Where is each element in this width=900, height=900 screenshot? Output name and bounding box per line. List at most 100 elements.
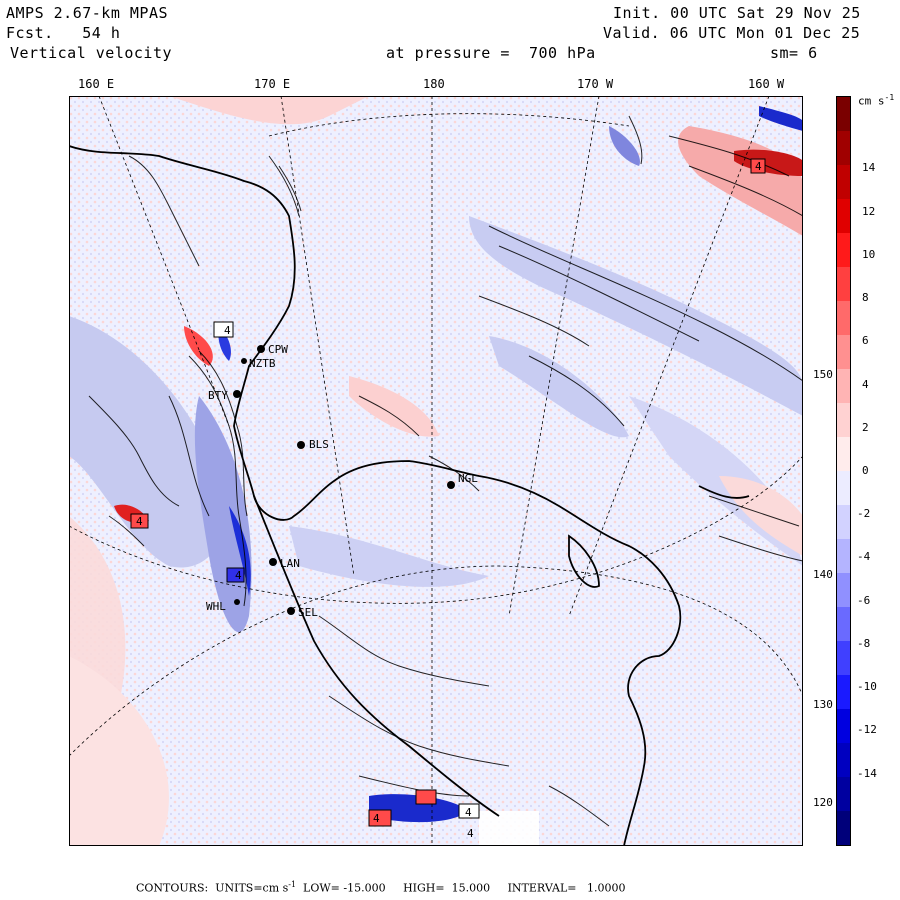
colorbar-tick-label: 0 — [862, 464, 869, 477]
station-cpw — [257, 345, 265, 353]
positive-region — [69, 656, 169, 846]
station-nztb — [241, 358, 247, 364]
extremum-label: 4 — [755, 160, 762, 173]
colorbar-tick-label: -14 — [857, 766, 877, 780]
station-lan — [269, 558, 277, 566]
extremum-label: 4 — [224, 324, 231, 337]
negative-region — [609, 126, 640, 166]
colorbar-swatch — [837, 369, 850, 403]
negative-region — [489, 336, 629, 438]
updraft-core — [734, 149, 803, 176]
colorbar-tick-label: -10 — [857, 680, 877, 694]
colorbar-swatch — [837, 437, 850, 471]
station-label-lan: LAN — [280, 557, 300, 570]
station-label-nztb: NZTB — [249, 357, 276, 370]
colorbar-tick-label: 2 — [862, 420, 869, 434]
extremum-label: 4 — [136, 515, 143, 528]
forecast-hour: Fcst. 54 h — [6, 24, 121, 42]
colorbar — [836, 96, 851, 846]
colorbar-swatch — [837, 607, 850, 641]
colorbar-swatch — [837, 403, 850, 437]
negative-region — [289, 526, 489, 587]
graticule — [69, 96, 803, 846]
colorbar-tick-label: 6 — [862, 334, 869, 348]
positive-region — [719, 476, 803, 556]
negative-region — [469, 216, 803, 416]
extremum-label: 4 — [465, 806, 472, 819]
init-time: Init. 00 UTC Sat 29 Nov 25 — [613, 4, 861, 22]
colorbar-swatch — [837, 505, 850, 539]
extrema-labels: 4 4 4 4 4 4 4 — [136, 160, 762, 840]
colorbar-tick-label: 4 — [862, 377, 869, 391]
valid-time: Valid. 06 UTC Mon 01 Dec 25 — [603, 24, 861, 42]
colorbar-swatch — [837, 97, 850, 131]
station-bty — [233, 390, 241, 398]
colorbar-tick-label: -8 — [857, 636, 871, 650]
station-whl — [234, 599, 240, 605]
positive-region — [169, 96, 369, 125]
colorbar-swatch — [837, 811, 850, 845]
extremum-label: 4 — [467, 827, 474, 840]
extremum-box — [750, 158, 766, 174]
colorbar-swatch — [837, 131, 850, 165]
smoothing: sm= 6 — [770, 44, 818, 62]
colorbar-swatch — [837, 233, 850, 267]
contour-lines — [88, 115, 803, 827]
negative-region — [69, 316, 226, 568]
extremum-box — [213, 321, 234, 338]
colorbar-tick-label: -4 — [857, 550, 871, 564]
colorbar-swatch — [837, 641, 850, 675]
colorbar-tick-label: -2 — [857, 507, 871, 521]
station-label-whl: WHL — [206, 600, 226, 613]
station-label-sel: SEL — [298, 606, 318, 619]
colorbar-swatch — [837, 573, 850, 607]
colorbar-swatch — [837, 471, 850, 505]
lon-label-180: 180 — [423, 77, 445, 91]
colorbar-swatch — [837, 539, 850, 573]
contour-info: CONTOURS: UNITS=cm s-1 LOW= -15.000 HIGH… — [136, 880, 626, 895]
extrema-boxes — [130, 158, 766, 827]
colorbar-swatch — [837, 335, 850, 369]
colorbar-tick-label: 12 — [862, 204, 876, 218]
extremum-box — [458, 803, 480, 819]
colorbar-swatch — [837, 199, 850, 233]
colorbar-tick-label: -12 — [857, 723, 877, 737]
colorbar-swatch — [837, 675, 850, 709]
lon-label-170e: 170 E — [254, 77, 291, 91]
model-title: AMPS 2.67-km MPAS — [6, 4, 169, 22]
extremum-box — [130, 513, 149, 529]
station-sel — [287, 607, 295, 615]
downdraft-core — [759, 106, 803, 131]
updraft-core — [184, 326, 213, 366]
colorbar-tick-label: 10 — [862, 247, 876, 261]
field-name: Vertical velocity — [10, 44, 173, 62]
downdraft-core — [229, 506, 251, 596]
colorbar-tick-label: 14 — [862, 161, 876, 175]
extremum-box — [415, 789, 437, 805]
extremum-box — [226, 567, 245, 583]
vertical-velocity-map: 4 4 4 4 4 4 4 — [69, 96, 803, 846]
colorbar-units: cm s-1 — [858, 93, 895, 108]
colorbar-tick-label: -6 — [857, 593, 871, 607]
pressure-level: at pressure = 700 hPa — [386, 44, 596, 62]
station-bls — [297, 441, 305, 449]
colorbar-tick-label: 8 — [862, 291, 869, 305]
lon-label-160w: 160 W — [748, 77, 785, 91]
station-label-cpw: CPW — [268, 343, 288, 356]
coastline — [69, 145, 750, 846]
colorbar-swatch — [837, 777, 850, 811]
colorbar-swatch — [837, 267, 850, 301]
station-ngl — [447, 481, 455, 489]
station-label-bty: BTY — [208, 389, 228, 402]
colorbar-swatch — [837, 709, 850, 743]
lon-label-160e: 160 E — [78, 77, 115, 91]
station-label-bls: BLS — [309, 438, 329, 451]
station-label-ngl: NGL — [458, 472, 478, 485]
positive-region — [349, 376, 439, 437]
extremum-label: 4 — [235, 569, 242, 582]
lon-label-170w: 170 W — [577, 77, 614, 91]
colorbar-swatch — [837, 743, 850, 777]
colorbar-swatch — [837, 301, 850, 335]
downdraft-core — [369, 794, 469, 823]
station-markers — [233, 345, 455, 615]
